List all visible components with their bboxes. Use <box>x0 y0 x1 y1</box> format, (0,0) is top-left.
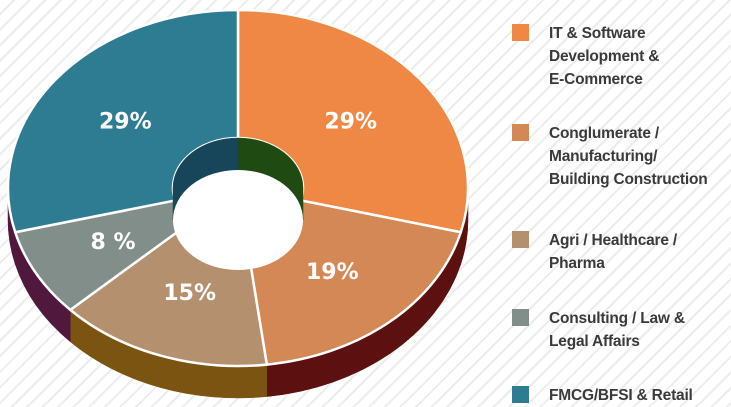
legend-item-3: Agri / Healthcare / Pharma <box>512 229 677 275</box>
legend-item-5: FMCG/BFSI & Retail <box>512 384 693 407</box>
legend-label-line: Building Construction <box>549 171 708 188</box>
legend-item-4: Consulting / Law & Legal Affairs <box>512 307 685 353</box>
chart-sides <box>7 187 469 399</box>
legend-item-1: IT & Software Development & E-Commerce <box>512 22 659 91</box>
legend-swatch <box>512 309 529 326</box>
legend-label: Conglumerate / Manufacturing/Building Con… <box>549 122 708 191</box>
chart-slices <box>6 8 470 368</box>
data-label-3: 15% <box>163 281 216 306</box>
legend-label-line: Agri / Healthcare / <box>549 232 677 249</box>
legend-label: FMCG/BFSI & Retail <box>549 384 693 407</box>
legend-label: Agri / Healthcare / Pharma <box>549 229 677 275</box>
legend-label-line: IT & Software <box>549 25 646 42</box>
legend-swatch <box>512 124 529 141</box>
legend-label: Consulting / Law & Legal Affairs <box>549 307 685 353</box>
data-label-1: 29% <box>324 109 377 134</box>
data-label-4: 8 % <box>91 230 136 255</box>
legend-item-2: Conglumerate / Manufacturing/Building Con… <box>512 122 708 191</box>
data-label-2: 19% <box>306 260 359 285</box>
legend-swatch <box>512 231 529 248</box>
legend-label-line: E-Commerce <box>549 71 643 88</box>
legend-label-line: Consulting / Law & <box>549 310 685 327</box>
chart-data-labels: 29% 19% 15% 8 % 29% <box>91 109 377 305</box>
legend-label-line: Manufacturing/ <box>549 148 658 165</box>
legend-label-line: FMCG/BFSI & Retail <box>549 387 693 404</box>
legend-swatch <box>512 386 529 403</box>
donut-hole <box>173 170 303 270</box>
legend-label-line: Conglumerate / <box>549 125 660 142</box>
legend-swatch <box>512 24 529 41</box>
legend-label: IT & Software Development & E-Commerce <box>549 22 659 91</box>
data-label-5: 29% <box>99 109 152 134</box>
legend-label-line: Pharma <box>549 255 605 272</box>
legend-label-line: Development & <box>549 48 660 65</box>
legend-label-line: Legal Affairs <box>549 333 640 350</box>
